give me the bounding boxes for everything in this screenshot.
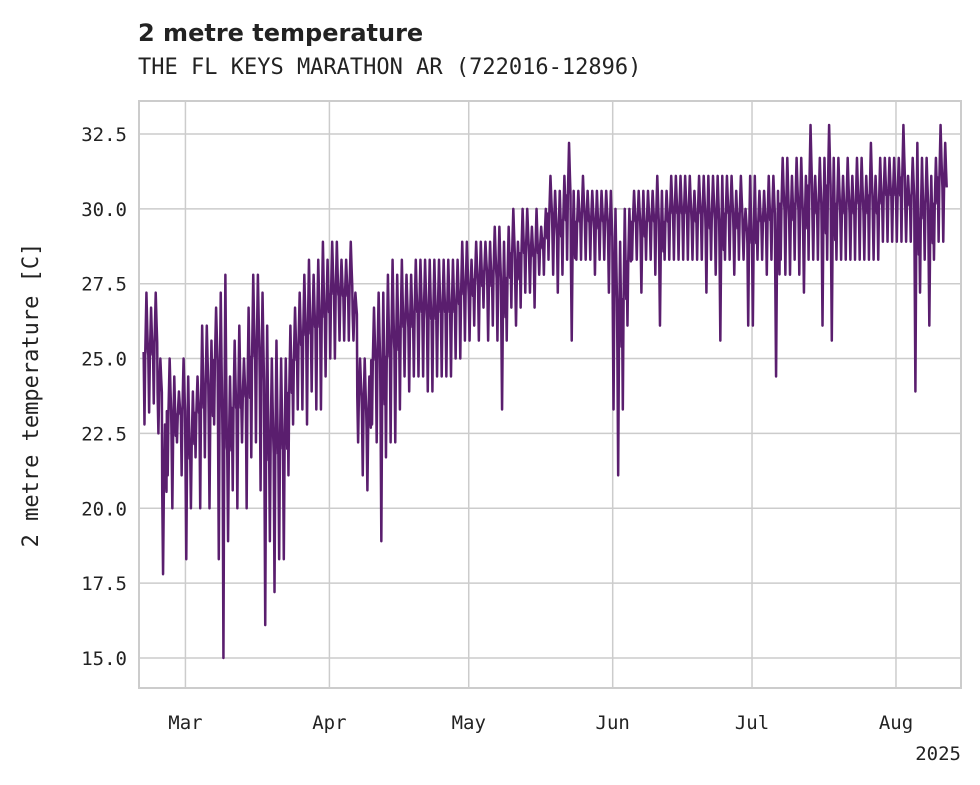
y-tick-label: 32.5 [81, 124, 127, 146]
x-tick-label: Jul [735, 712, 769, 734]
series-line-group [142, 123, 948, 660]
plot-frame [138, 100, 962, 689]
y-tick-label: 27.5 [81, 274, 127, 296]
x-tick-labels: Mar Apr May Jun Jul Aug [168, 712, 913, 734]
x-tick-label: Apr [312, 712, 346, 734]
x-tick-label: Mar [168, 712, 202, 734]
y-tick-label: 30.0 [81, 199, 127, 221]
y-tick-label: 17.5 [81, 573, 127, 595]
y-tick-labels: 15.0 17.5 20.0 22.5 25.0 27.5 30.0 32.5 [81, 124, 127, 670]
y-tick-label: 20.0 [81, 498, 127, 520]
y-tick-label: 25.0 [81, 349, 127, 371]
year-label: 2025 [915, 743, 961, 765]
chart-subtitle: THE FL KEYS MARATHON AR (722016-12896) [138, 55, 641, 80]
x-tick-label: Aug [879, 712, 913, 734]
chart-title: 2 metre temperature [138, 19, 423, 47]
y-tick-label: 15.0 [81, 648, 127, 670]
x-tick-label: May [452, 712, 486, 734]
y-axis-label: 2 metre temperature [C] [19, 243, 44, 548]
temperature-series-line [142, 123, 948, 660]
y-tick-label: 22.5 [81, 423, 127, 445]
grid-lines [139, 101, 961, 688]
x-tick-label: Jun [596, 712, 630, 734]
